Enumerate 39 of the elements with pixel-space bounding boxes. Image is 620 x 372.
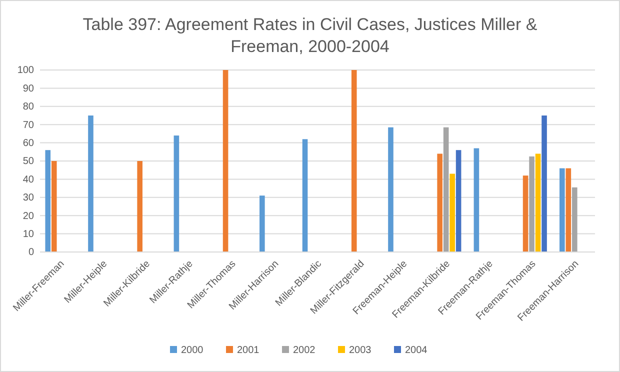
y-tick-label: 40 bbox=[22, 174, 34, 186]
y-tick-label: 80 bbox=[22, 102, 34, 113]
bar bbox=[456, 150, 462, 252]
legend-label: 2001 bbox=[237, 345, 260, 356]
bar bbox=[529, 156, 534, 252]
bar bbox=[45, 150, 51, 252]
bar bbox=[443, 127, 449, 252]
bar bbox=[566, 168, 572, 252]
bar bbox=[560, 168, 565, 252]
bar bbox=[388, 127, 394, 252]
bar bbox=[572, 187, 578, 252]
bar bbox=[260, 196, 265, 252]
bar bbox=[222, 70, 228, 252]
y-tick-label: 90 bbox=[22, 83, 34, 94]
y-tick-label: 60 bbox=[22, 138, 34, 149]
bar bbox=[474, 148, 480, 252]
bar bbox=[522, 176, 528, 252]
legend-label: 2004 bbox=[405, 345, 428, 356]
bar bbox=[137, 161, 142, 252]
legend-label: 2000 bbox=[181, 345, 204, 356]
y-tick-label: 0 bbox=[28, 247, 34, 258]
bar bbox=[351, 70, 357, 252]
bar bbox=[174, 136, 180, 252]
bar bbox=[535, 154, 541, 252]
bar bbox=[542, 116, 547, 252]
chart-title: Table 397: Agreement Rates in Civil Cases, Justices Miller & Freeman, 2000-2004 bbox=[82, 15, 538, 56]
bar bbox=[88, 116, 94, 252]
y-tick-label: 10 bbox=[22, 229, 34, 240]
bar bbox=[450, 174, 455, 252]
y-tick-label: 70 bbox=[22, 120, 34, 131]
legend-label: 2003 bbox=[349, 345, 372, 356]
bar bbox=[437, 154, 442, 252]
y-tick-label: 100 bbox=[17, 65, 34, 76]
legend-label: 2002 bbox=[293, 345, 316, 356]
y-tick-label: 50 bbox=[22, 156, 34, 168]
y-tick-label: 30 bbox=[22, 192, 34, 204]
y-tick-label: 20 bbox=[22, 210, 34, 222]
bar bbox=[51, 161, 57, 252]
bar bbox=[302, 139, 308, 252]
